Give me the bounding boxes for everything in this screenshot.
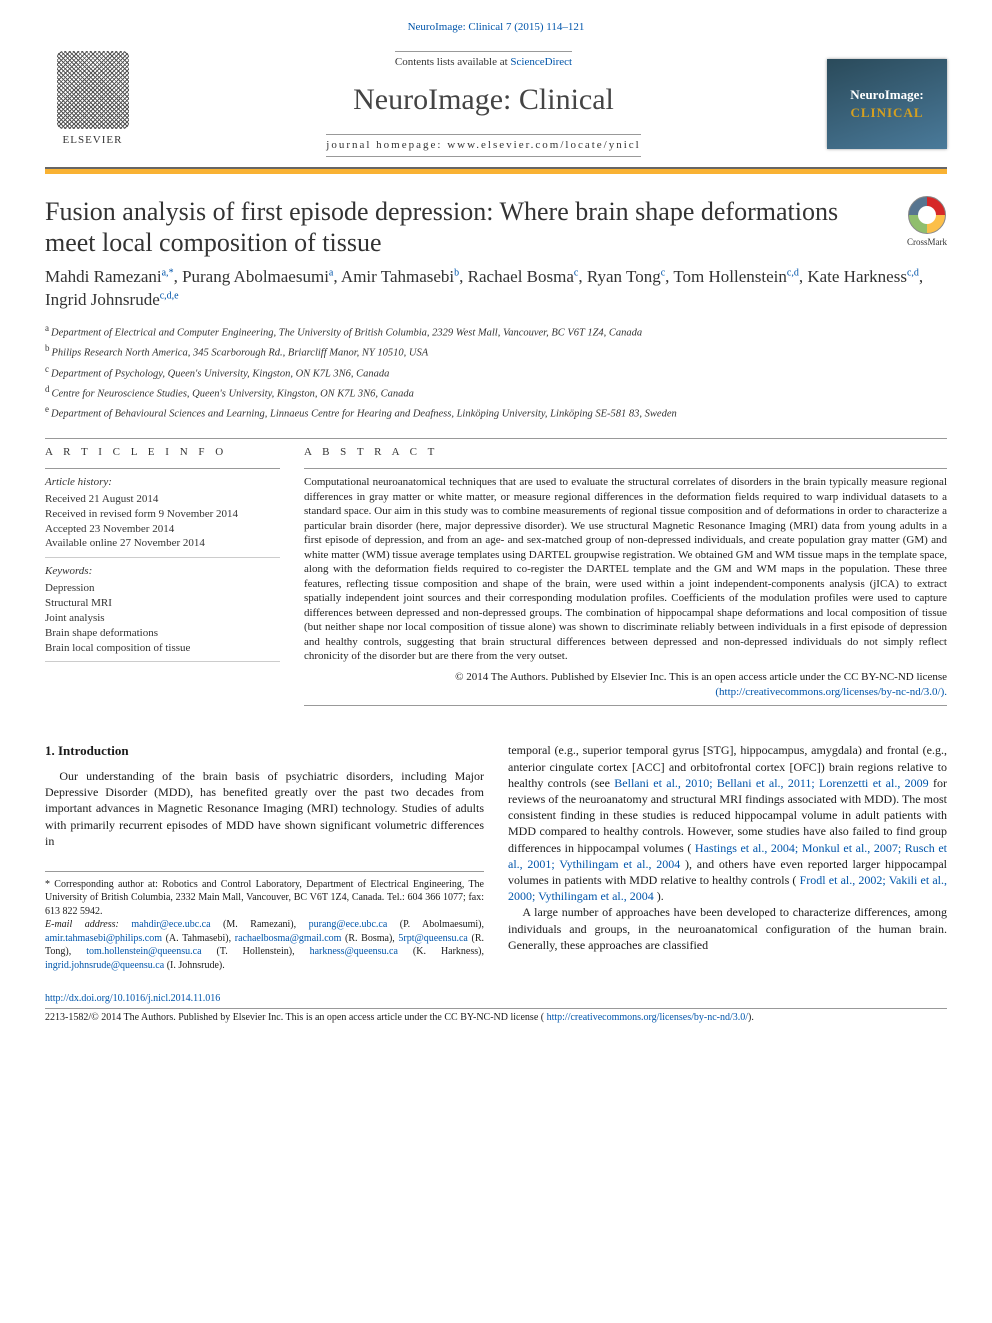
abstract-text: Computational neuroanatomical techniques…	[304, 475, 947, 664]
contents-prefix: Contents lists available at	[395, 56, 510, 68]
keyword: Brain shape deformations	[45, 626, 280, 641]
history-line: Received in revised form 9 November 2014	[45, 507, 280, 522]
copyright-line: © 2014 The Authors. Published by Elsevie…	[304, 670, 947, 700]
keywords-header: Keywords:	[45, 564, 280, 579]
r1-post3: ).	[657, 889, 664, 903]
affiliation-line: eDepartment of Behavioural Sciences and …	[45, 403, 947, 422]
left-column: 1. Introduction Our understanding of the…	[45, 742, 484, 972]
keyword: Structural MRI	[45, 596, 280, 611]
intro-para-right-1: temporal (e.g., superior temporal gyrus …	[508, 742, 947, 904]
affiliation-line: aDepartment of Electrical and Computer E…	[45, 322, 947, 341]
history-line: Available online 27 November 2014	[45, 536, 280, 551]
bottom-license-link[interactable]: http://creativecommons.org/licenses/by-n…	[547, 1012, 748, 1023]
affiliations: aDepartment of Electrical and Computer E…	[45, 322, 947, 422]
email-list: E-mail address: mahdir@ece.ubc.ca (M. Ra…	[45, 918, 484, 972]
keywords-block: Keywords: DepressionStructural MRIJoint …	[45, 564, 280, 662]
crossmark-badge[interactable]: CrossMark	[907, 196, 947, 248]
journal-cover-icon: NeuroImage: CLINICAL	[827, 59, 947, 149]
top-journal-ref-link[interactable]: NeuroImage: Clinical 7 (2015) 114–121	[408, 21, 585, 33]
top-journal-ref: NeuroImage: Clinical 7 (2015) 114–121	[45, 20, 947, 35]
corresponding-author: * Corresponding author at: Robotics and …	[45, 878, 484, 919]
affiliation-line: dCentre for Neuroscience Studies, Queen'…	[45, 383, 947, 402]
footnotes: * Corresponding author at: Robotics and …	[45, 871, 484, 973]
keyword: Brain local composition of tissue	[45, 641, 280, 656]
right-column: temporal (e.g., superior temporal gyrus …	[508, 742, 947, 972]
homepage-prefix: journal homepage:	[326, 139, 447, 151]
email-link[interactable]: harkness@queensu.ca	[310, 946, 398, 957]
abstract-label: A B S T R A C T	[304, 445, 947, 460]
intro-para-left: Our understanding of the brain basis of …	[45, 768, 484, 849]
history-header: Article history:	[45, 475, 280, 490]
journal-name: NeuroImage: Clinical	[140, 80, 827, 121]
article-info-column: A R T I C L E I N F O Article history: R…	[45, 445, 280, 712]
elsevier-logo: ELSEVIER	[45, 51, 140, 156]
doi-link[interactable]: http://dx.doi.org/10.1016/j.nicl.2014.11…	[45, 993, 220, 1004]
affiliation-line: bPhilips Research North America, 345 Sca…	[45, 342, 947, 361]
article-title: Fusion analysis of first episode depress…	[45, 196, 895, 258]
intro-heading: 1. Introduction	[45, 742, 484, 760]
keyword: Joint analysis	[45, 611, 280, 626]
paren-close: ).	[748, 1012, 754, 1023]
author-list: Mahdi Ramezania,*, Purang Abolmaesumia, …	[45, 266, 947, 312]
email-link[interactable]: purang@ece.ubc.ca	[309, 919, 388, 930]
journal-header: ELSEVIER Contents lists available at Sci…	[45, 47, 947, 174]
email-link[interactable]: rachaelbosma@gmail.com	[235, 933, 342, 944]
affiliation-line: cDepartment of Psychology, Queen's Unive…	[45, 363, 947, 382]
email-link[interactable]: tom.hollenstein@queensu.ca	[86, 946, 201, 957]
copyright-text: © 2014 The Authors. Published by Elsevie…	[455, 671, 947, 683]
article-history: Article history: Received 21 August 2014…	[45, 475, 280, 558]
email-link[interactable]: 5rpt@queensu.ca	[398, 933, 467, 944]
homepage-url: www.elsevier.com/locate/ynicl	[447, 139, 641, 151]
license-link[interactable]: (http://creativecommons.org/licenses/by-…	[715, 686, 947, 698]
cover-line1: NeuroImage:	[850, 86, 923, 104]
history-line: Received 21 August 2014	[45, 492, 280, 507]
article-info-label: A R T I C L E I N F O	[45, 445, 280, 460]
intro-para-right-2: A large number of approaches have been d…	[508, 904, 947, 953]
journal-homepage: journal homepage: www.elsevier.com/locat…	[326, 134, 640, 157]
elsevier-tree-icon	[57, 51, 129, 129]
issn-line: 2213-1582/© 2014 The Authors. Published …	[45, 1012, 544, 1023]
keyword: Depression	[45, 581, 280, 596]
email-link[interactable]: mahdir@ece.ubc.ca	[131, 919, 210, 930]
crossmark-icon	[908, 196, 946, 234]
sciencedirect-link[interactable]: ScienceDirect	[510, 56, 572, 68]
ref-link[interactable]: Bellani et al., 2010; Bellani et al., 20…	[614, 776, 928, 790]
crossmark-label: CrossMark	[907, 236, 947, 248]
elsevier-logo-text: ELSEVIER	[63, 133, 123, 148]
abstract-column: A B S T R A C T Computational neuroanato…	[304, 445, 947, 712]
cover-line2: CLINICAL	[850, 104, 923, 122]
contents-available: Contents lists available at ScienceDirec…	[395, 51, 572, 70]
email-link[interactable]: amir.tahmasebi@philips.com	[45, 933, 162, 944]
history-line: Accepted 23 November 2014	[45, 522, 280, 537]
bottom-bar: http://dx.doi.org/10.1016/j.nicl.2014.11…	[45, 992, 947, 1024]
email-link[interactable]: ingrid.johnsrude@queensu.ca	[45, 960, 164, 971]
